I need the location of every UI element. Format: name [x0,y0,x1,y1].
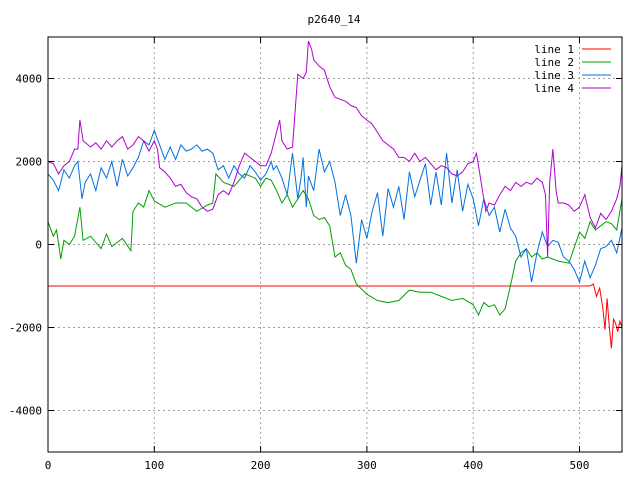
legend-label-3: line 3 [534,69,574,82]
x-tick-label: 500 [570,459,590,472]
y-tick-label: 0 [35,239,42,252]
y-tick-label: -4000 [9,405,42,418]
series-line-3 [47,128,623,284]
legend-label-4: line 4 [534,82,574,95]
x-tick-label: 100 [144,459,164,472]
grid [48,37,622,452]
x-tick-label: 400 [463,459,483,472]
y-tick-label: 2000 [16,156,43,169]
x-tick-label: 0 [45,459,52,472]
legend-label-1: line 1 [534,43,574,56]
x-tick-label: 300 [357,459,377,472]
series-lines [47,40,623,349]
x-tick-label: 200 [251,459,271,472]
legend-label-2: line 2 [534,56,574,69]
series-line-4 [47,40,623,258]
series-line-1 [48,283,623,349]
y-tick-label: -2000 [9,322,42,335]
series-line-2 [47,172,623,317]
chart-title: p2640_14 [308,13,361,26]
axes: 0 100 200 300 400 500 -4000 -2000 0 2000 4000 [9,37,622,472]
y-tick-label: 4000 [16,73,43,86]
